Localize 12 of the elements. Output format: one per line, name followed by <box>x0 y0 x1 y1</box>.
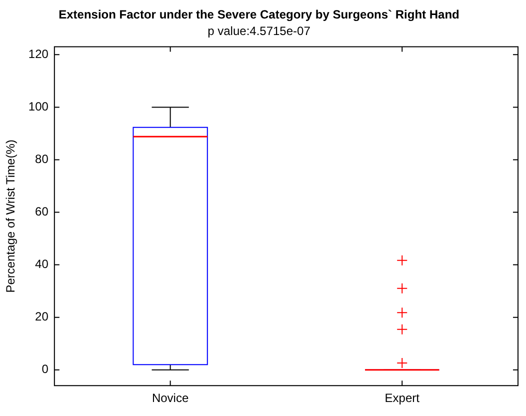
y-tick-label: 60 <box>35 204 49 219</box>
y-tick-label: 0 <box>42 362 49 376</box>
x-tick-label: Novice <box>152 391 189 406</box>
chart-title: Extension Factor under the Severe Category by Surgeons` Right Hand <box>58 8 460 22</box>
y-axis-title: Percentage of Wrist Time(%) <box>4 140 18 293</box>
y-tick-label: 40 <box>35 257 49 272</box>
y-tick-label: 20 <box>35 310 49 324</box>
y-tick-label: 120 <box>28 46 49 61</box>
x-tick-label: Expert <box>384 391 420 406</box>
y-tick-label: 80 <box>35 152 49 166</box>
chart-subtitle: p value:4.5715e-07 <box>208 24 311 38</box>
y-tick-label: 100 <box>28 100 49 114</box>
